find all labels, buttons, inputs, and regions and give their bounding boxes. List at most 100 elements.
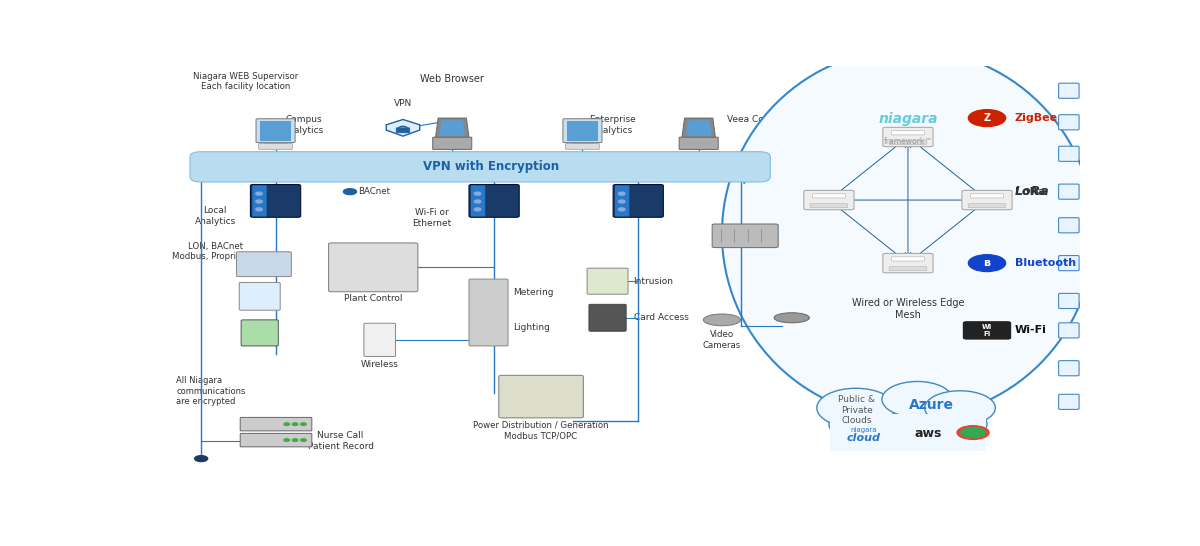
FancyBboxPatch shape [892,257,924,261]
Text: Lighting: Lighting [512,323,550,331]
Ellipse shape [829,399,986,449]
Text: Metering: Metering [512,288,553,297]
Circle shape [194,456,208,461]
Circle shape [301,423,306,425]
FancyBboxPatch shape [883,253,934,273]
Circle shape [968,254,1006,271]
Polygon shape [386,120,420,136]
FancyBboxPatch shape [396,128,409,133]
Circle shape [293,423,298,425]
Circle shape [474,192,481,195]
Circle shape [293,439,298,441]
Polygon shape [439,120,466,136]
Text: VPN: VPN [394,99,412,108]
Text: niagara: niagara [850,427,876,433]
Circle shape [968,110,1006,127]
FancyBboxPatch shape [329,243,418,292]
Circle shape [284,423,289,425]
FancyBboxPatch shape [1058,394,1079,410]
Text: Wired or Wireless Edge
Mesh: Wired or Wireless Edge Mesh [852,298,965,320]
FancyBboxPatch shape [239,282,281,310]
Text: cloud: cloud [846,432,881,443]
FancyBboxPatch shape [240,434,312,447]
Text: LoRa: LoRa [1015,187,1045,197]
FancyBboxPatch shape [565,144,599,149]
Circle shape [956,425,990,440]
Text: All Niagara
communications
are encrypted: All Niagara communications are encrypted [176,376,246,406]
Text: Wi
Fi: Wi Fi [982,324,992,337]
Text: Video
Cameras: Video Cameras [703,330,742,350]
Ellipse shape [817,388,895,428]
FancyBboxPatch shape [712,224,779,247]
Text: ZigBee: ZigBee [1015,113,1058,123]
FancyBboxPatch shape [236,252,292,277]
Circle shape [284,439,289,441]
Text: Nurse Call
Patient Record: Nurse Call Patient Record [307,431,373,450]
FancyBboxPatch shape [470,185,485,216]
FancyBboxPatch shape [968,204,1006,207]
Circle shape [618,200,625,203]
FancyBboxPatch shape [1058,83,1079,98]
FancyBboxPatch shape [889,267,926,271]
FancyBboxPatch shape [563,118,602,143]
Text: Public &
Private
Clouds: Public & Private Clouds [839,395,875,425]
Circle shape [301,439,306,441]
Text: Wi-Fi or
Ethernet: Wi-Fi or Ethernet [412,209,451,228]
FancyBboxPatch shape [190,152,770,182]
Circle shape [474,208,481,211]
FancyBboxPatch shape [1058,361,1079,376]
FancyBboxPatch shape [812,194,846,198]
FancyBboxPatch shape [1058,115,1079,130]
Circle shape [256,208,263,211]
Text: LON, BACnet
Modbus, Proprietary: LON, BACnet Modbus, Proprietary [172,242,258,262]
FancyBboxPatch shape [1058,256,1079,271]
Text: Plant Control: Plant Control [344,294,402,303]
Text: Card Access: Card Access [634,313,689,322]
FancyBboxPatch shape [241,320,278,346]
Text: Z: Z [984,113,990,123]
FancyBboxPatch shape [1058,293,1079,308]
FancyBboxPatch shape [259,121,292,141]
FancyBboxPatch shape [566,121,599,141]
FancyBboxPatch shape [810,204,847,207]
Text: Veea Control Center: Veea Control Center [727,115,818,124]
Polygon shape [685,120,712,136]
Text: Power Distribution / Generation
Modbus TCP/OPC: Power Distribution / Generation Modbus T… [473,421,608,440]
Text: JACE: JACE [601,163,636,176]
Text: Bluetooth: Bluetooth [1015,258,1076,268]
Text: Wireless: Wireless [361,360,398,369]
Text: aws: aws [914,427,942,440]
Ellipse shape [703,314,740,326]
FancyBboxPatch shape [971,194,1003,198]
Polygon shape [682,118,715,138]
Text: BACnet: BACnet [359,187,390,196]
Polygon shape [436,118,469,138]
FancyBboxPatch shape [1058,218,1079,233]
Text: Local
Analytics: Local Analytics [194,206,235,225]
Ellipse shape [882,382,953,417]
Ellipse shape [722,49,1094,418]
FancyBboxPatch shape [469,279,508,346]
Ellipse shape [774,313,809,323]
Text: Enterprise
Analytics: Enterprise Analytics [589,115,636,134]
FancyBboxPatch shape [259,144,293,149]
FancyBboxPatch shape [889,141,926,145]
FancyBboxPatch shape [364,323,396,357]
Circle shape [256,192,263,195]
FancyBboxPatch shape [256,118,295,143]
FancyBboxPatch shape [679,137,719,150]
Text: IP Video: IP Video [774,330,809,340]
Circle shape [618,192,625,195]
FancyBboxPatch shape [830,414,986,451]
FancyBboxPatch shape [962,321,1012,340]
FancyBboxPatch shape [892,130,924,135]
Text: LoRa: LoRa [1015,185,1050,198]
Text: DVR: DVR [736,199,755,209]
FancyBboxPatch shape [251,185,301,217]
Text: Intrusion: Intrusion [634,277,673,286]
FancyBboxPatch shape [1058,146,1079,162]
Text: Niagara WEB Supervisor
Each facility location: Niagara WEB Supervisor Each facility loc… [193,72,299,91]
FancyBboxPatch shape [587,268,628,294]
Circle shape [474,200,481,203]
FancyBboxPatch shape [252,185,266,216]
